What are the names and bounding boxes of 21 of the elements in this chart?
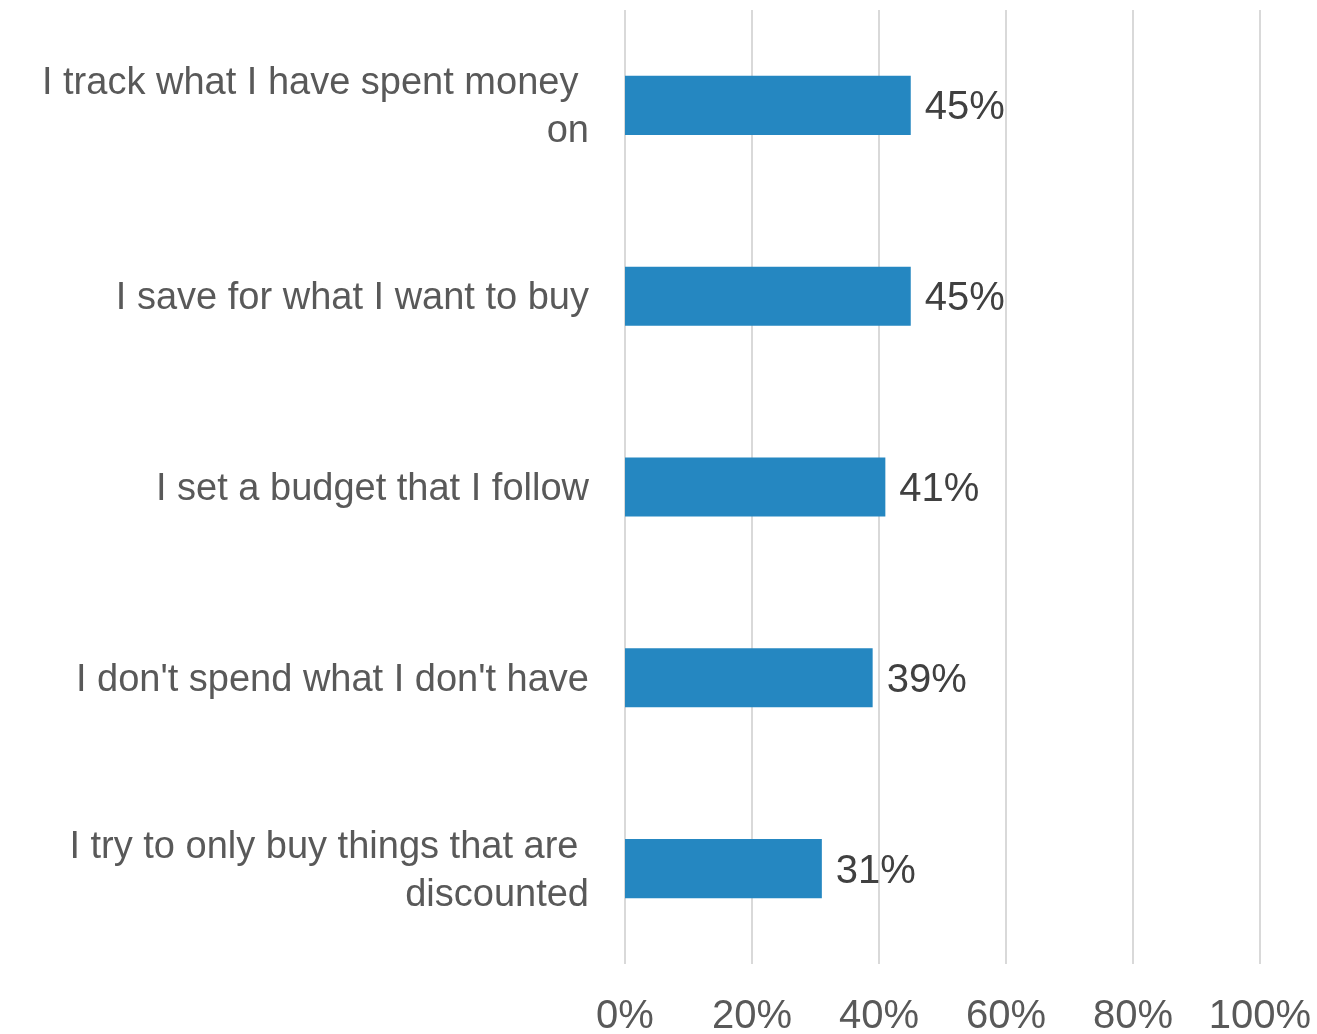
- x-tick-label: 40%: [838, 992, 920, 1034]
- x-tick-label: 0%: [596, 992, 654, 1034]
- data-label: 39%: [886, 655, 967, 700]
- bar: [625, 648, 873, 708]
- data-label: 45%: [924, 274, 1005, 319]
- x-tick-label: 80%: [1092, 992, 1174, 1034]
- x-tick-label: 20%: [711, 992, 793, 1034]
- data-label: 45%: [924, 83, 1005, 128]
- x-tick-label: 60%: [965, 992, 1047, 1034]
- y-tick-label: I try to only buy things that are discounted: [69, 823, 589, 914]
- y-tick-label: I set a budget that I follow: [155, 466, 590, 508]
- data-label: 31%: [835, 846, 916, 891]
- x-tick-label: 100%: [1208, 992, 1312, 1034]
- y-tick-label: I save for what I want to buy: [115, 275, 589, 318]
- y-tick-label: I don't spend what I don't have: [75, 656, 589, 699]
- y-tick-label: I track what I have spent money on: [41, 60, 589, 151]
- data-label: 41%: [899, 465, 980, 509]
- bar: [625, 266, 911, 326]
- bar: [625, 75, 911, 135]
- bar: [625, 457, 886, 517]
- bar: [625, 839, 822, 899]
